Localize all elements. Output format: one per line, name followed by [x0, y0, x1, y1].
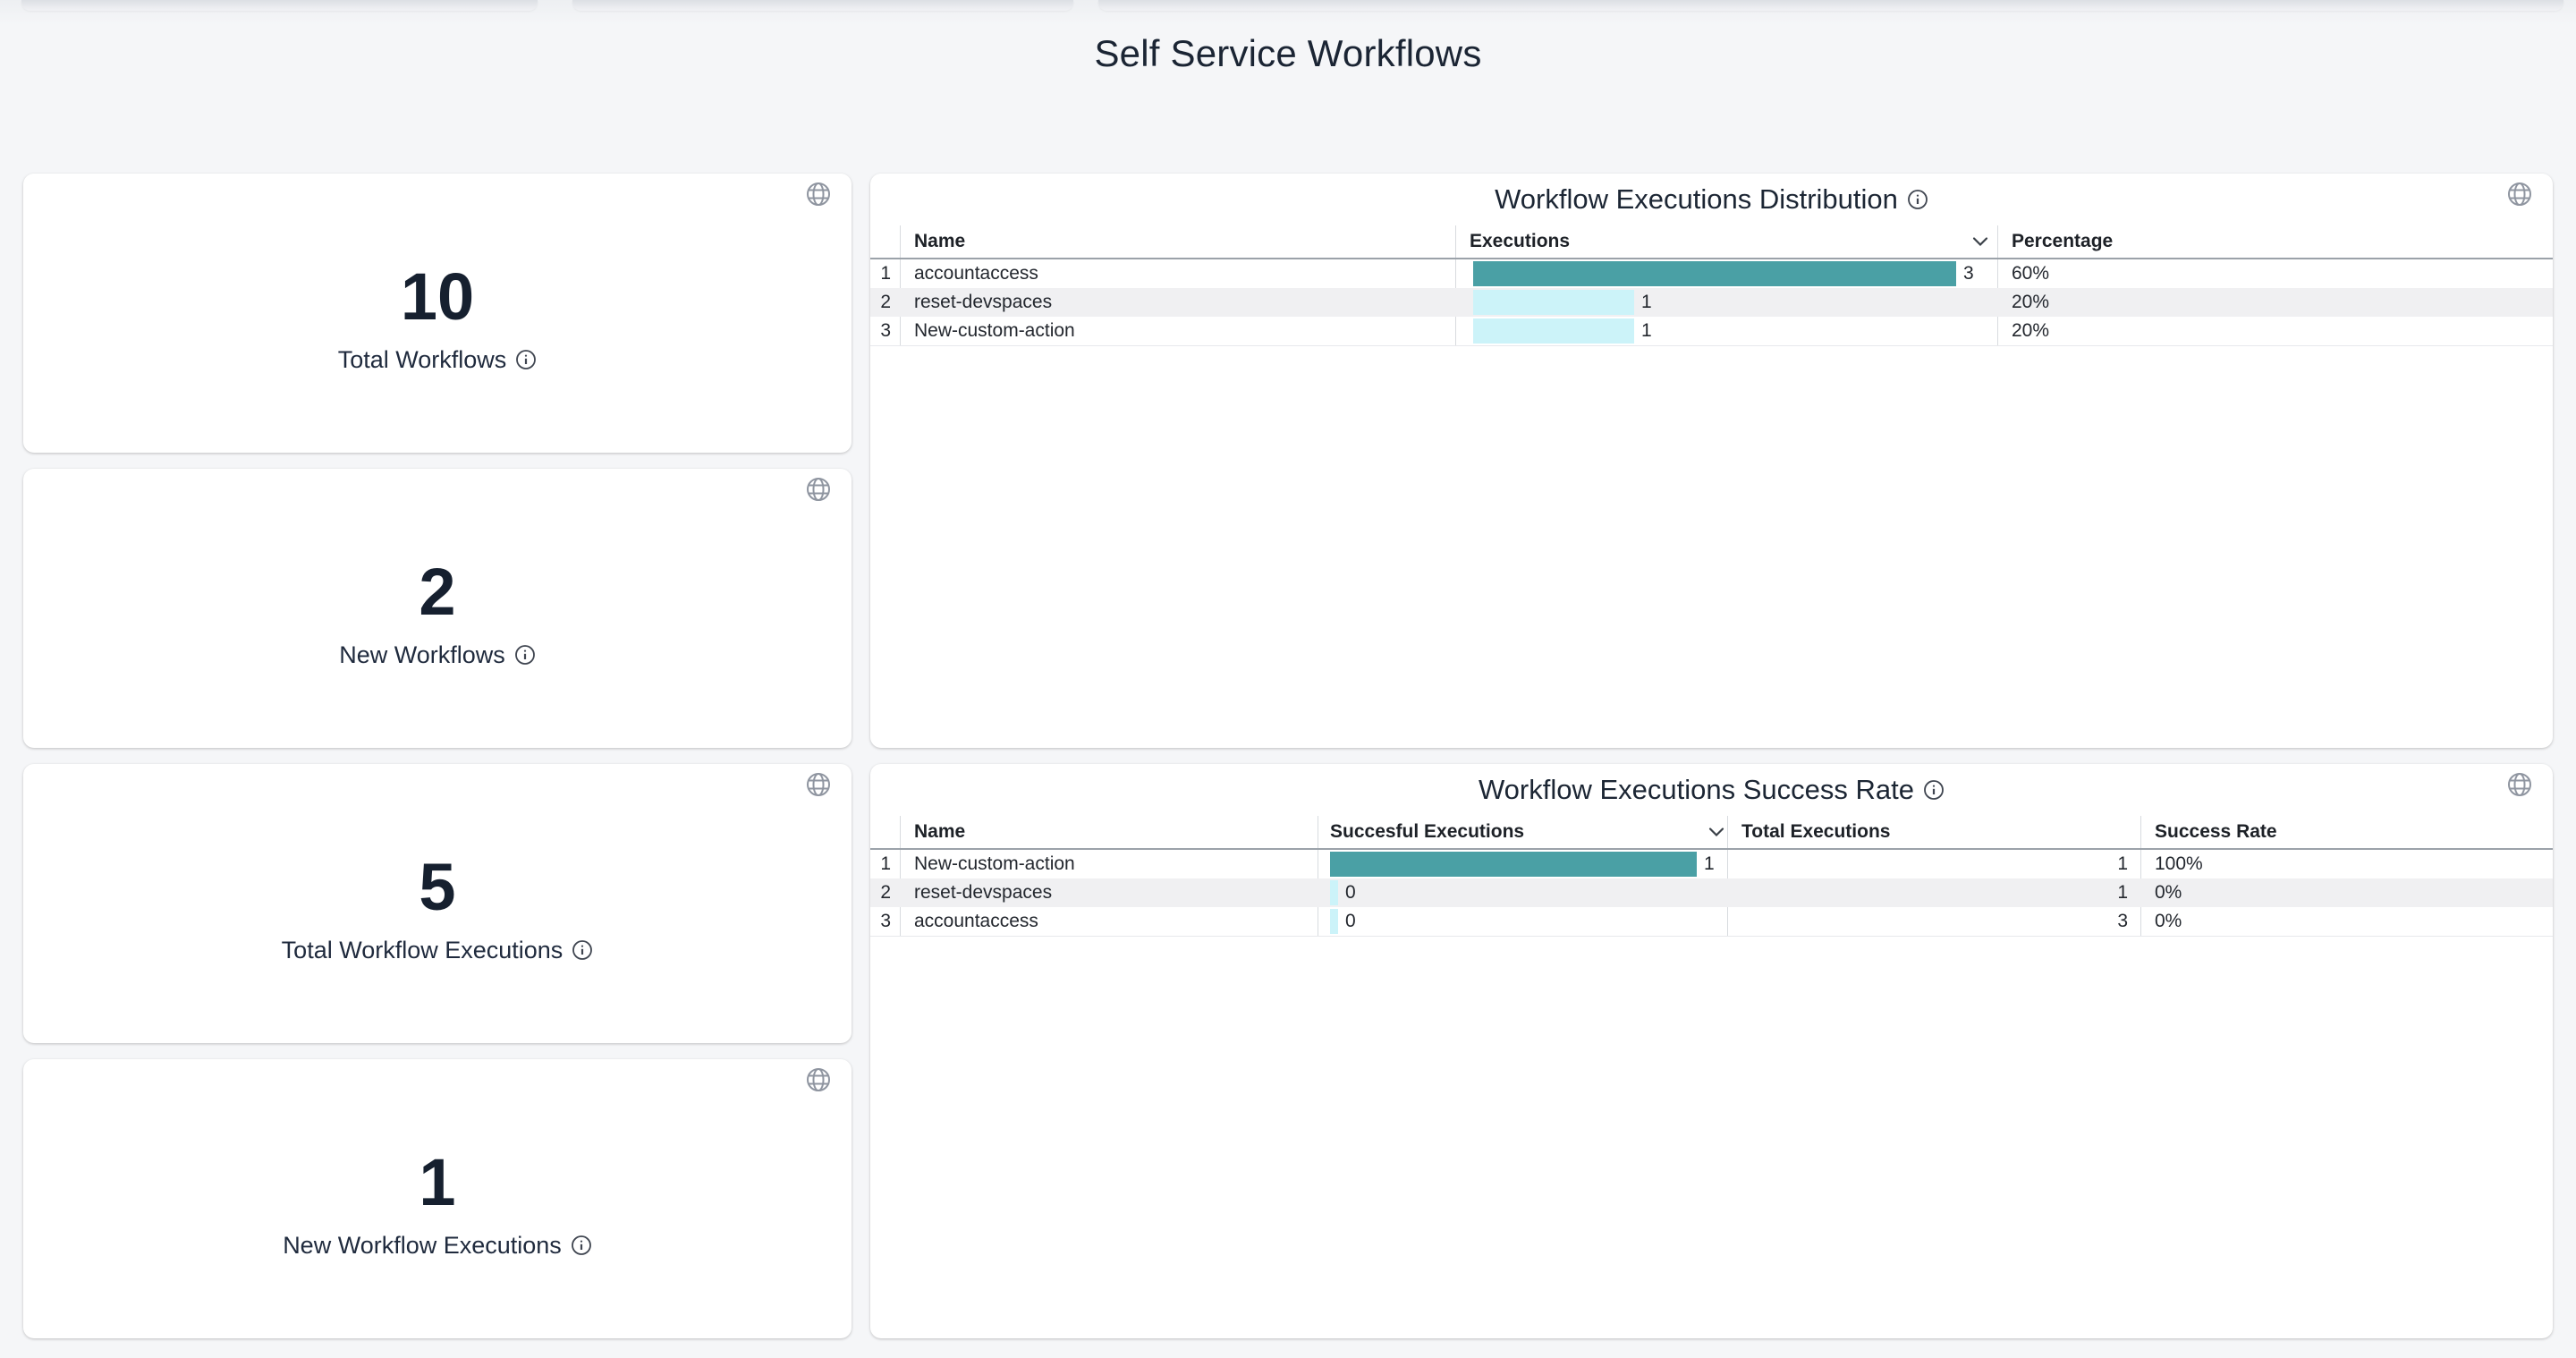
row-success-rate: 0% — [2155, 911, 2182, 931]
row-success-rate: 0% — [2155, 882, 2182, 903]
column-separator — [1727, 816, 1728, 936]
workflow-executions-distribution-card: Workflow Executions Distribution Name Ex… — [870, 174, 2553, 748]
table-row: 1 New-custom-action 1 1 100% — [870, 850, 2553, 878]
row-index: 3 — [880, 911, 891, 931]
info-icon[interactable] — [514, 644, 536, 666]
stat-value: 1 — [419, 1145, 456, 1219]
stat-value: 10 — [400, 259, 475, 334]
stat-value: 2 — [419, 555, 456, 629]
table-row: 3 New-custom-action 1 20% — [870, 317, 2553, 345]
table-row: 3 accountaccess 0 3 0% — [870, 907, 2553, 936]
row-name: reset-devspaces — [914, 882, 1053, 903]
column-header-name[interactable]: Name — [914, 821, 966, 842]
card-title: Workflow Executions Success Rate — [1478, 774, 1914, 805]
table-row: 2 reset-devspaces 0 1 0% — [870, 878, 2553, 907]
workflow-executions-success-rate-card: Workflow Executions Success Rate Name Su… — [870, 764, 2553, 1338]
globe-icon[interactable] — [2506, 771, 2533, 798]
stat-label: Total Workflows — [337, 345, 507, 373]
row-index: 1 — [880, 263, 891, 284]
stat-card-total-workflows: 10 Total Workflows — [23, 174, 852, 453]
column-separator — [1455, 225, 1456, 345]
successful-executions-bar — [1330, 880, 1338, 905]
column-separator — [2140, 816, 2141, 936]
globe-icon[interactable] — [2506, 181, 2533, 208]
bar-value: 0 — [1345, 882, 1356, 903]
sort-chevron-icon — [1972, 236, 1988, 247]
stat-label: New Workflow Executions — [283, 1231, 562, 1259]
executions-bar — [1473, 318, 1634, 344]
stat-label: Total Workflow Executions — [281, 936, 564, 963]
header-divider — [870, 258, 2553, 259]
cutoff-card-edge — [21, 0, 538, 11]
bar-value: 1 — [1641, 292, 1652, 312]
row-index: 1 — [880, 853, 891, 874]
info-icon[interactable] — [1923, 779, 1945, 801]
globe-icon[interactable] — [805, 181, 832, 208]
row-index: 2 — [880, 882, 891, 903]
stat-card-total-workflow-executions: 5 Total Workflow Executions — [23, 764, 852, 1043]
stat-card-new-workflows: 2 New Workflows — [23, 469, 852, 748]
row-name: accountaccess — [914, 911, 1038, 931]
info-icon[interactable] — [1907, 189, 1928, 210]
table-body: 1 accountaccess 3 60% 2 reset-devspaces 1 20% 3 N… — [870, 259, 2553, 346]
row-name: New-custom-action — [914, 853, 1075, 874]
bar-value: 0 — [1345, 911, 1356, 931]
row-percentage: 20% — [2012, 320, 2050, 341]
row-name: accountaccess — [914, 263, 1038, 284]
table-header-row: Name Succesful Executions Total Executio… — [870, 816, 2553, 848]
stat-label: New Workflows — [339, 641, 505, 668]
executions-bar — [1473, 290, 1634, 315]
info-icon[interactable] — [572, 939, 593, 961]
executions-bar — [1473, 261, 1956, 286]
bar-value: 3 — [1963, 263, 1974, 284]
table-body: 1 New-custom-action 1 1 100% 2 reset-devspaces… — [870, 850, 2553, 937]
successful-executions-bar — [1330, 909, 1338, 934]
stat-value: 5 — [419, 850, 456, 924]
stat-card-new-workflow-executions: 1 New Workflow Executions — [23, 1059, 852, 1338]
globe-icon[interactable] — [805, 476, 832, 503]
row-index: 3 — [880, 320, 891, 341]
column-header-executions[interactable]: Executions — [1470, 231, 1571, 251]
successful-executions-bar — [1330, 852, 1697, 877]
column-header-name[interactable]: Name — [914, 231, 966, 251]
sort-chevron-icon — [1708, 827, 1724, 837]
column-separator — [1997, 225, 1998, 345]
page-title: Self Service Workflows — [1094, 32, 1482, 74]
row-index: 2 — [880, 292, 891, 312]
row-total-executions: 3 — [2117, 911, 2128, 931]
header-divider — [870, 848, 2553, 850]
table-row: 1 accountaccess 3 60% — [870, 259, 2553, 288]
row-percentage: 20% — [2012, 292, 2050, 312]
column-header-total-executions[interactable]: Total Executions — [1741, 821, 1891, 842]
globe-icon[interactable] — [805, 771, 832, 798]
info-icon[interactable] — [571, 1235, 592, 1256]
row-percentage: 60% — [2012, 263, 2050, 284]
row-total-executions: 1 — [2117, 882, 2128, 903]
column-header-percentage[interactable]: Percentage — [2012, 231, 2114, 251]
cutoff-card-edge — [1098, 0, 2563, 11]
row-name: reset-devspaces — [914, 292, 1053, 312]
cutoff-card-edge — [572, 0, 1073, 11]
column-separator — [900, 816, 901, 936]
table-header-row: Name Executions Percentage — [870, 225, 2553, 258]
column-header-succesful-executions[interactable]: Succesful Executions — [1330, 821, 1525, 842]
row-total-executions: 1 — [2117, 853, 2128, 874]
bar-value: 1 — [1704, 853, 1715, 874]
card-title: Workflow Executions Distribution — [1495, 183, 1898, 215]
info-icon[interactable] — [515, 349, 537, 370]
column-separator — [900, 225, 901, 345]
globe-icon[interactable] — [805, 1066, 832, 1093]
table-row: 2 reset-devspaces 1 20% — [870, 288, 2553, 317]
row-success-rate: 100% — [2155, 853, 2203, 874]
bar-value: 1 — [1641, 320, 1652, 341]
row-name: New-custom-action — [914, 320, 1075, 341]
column-header-success-rate[interactable]: Success Rate — [2155, 821, 2277, 842]
